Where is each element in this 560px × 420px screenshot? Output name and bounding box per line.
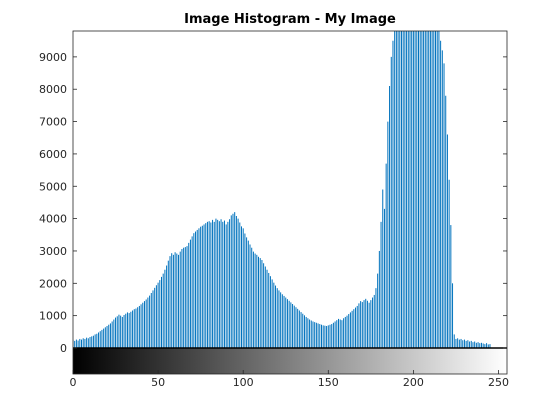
x-tick-label: 200 bbox=[403, 376, 424, 389]
y-tick-label: 4000 bbox=[39, 213, 67, 226]
x-tick-label: 100 bbox=[233, 376, 254, 389]
x-tick-label: 250 bbox=[488, 376, 509, 389]
y-tick-label: 9000 bbox=[39, 51, 67, 64]
histogram-bars bbox=[73, 31, 491, 348]
x-axis: 0 50 100 150 200 250 bbox=[70, 370, 509, 389]
axes-frame bbox=[72, 30, 508, 375]
y-tick-label: 7000 bbox=[39, 116, 67, 129]
y-tick-label: 8000 bbox=[39, 83, 67, 96]
x-tick-label: 0 bbox=[70, 376, 77, 389]
chart-title: Image Histogram - My Image bbox=[184, 12, 396, 27]
grayscale-colorbar bbox=[73, 348, 507, 374]
plot-area bbox=[73, 31, 507, 348]
y-axis: 0 1000 2000 3000 4000 5000 6000 7000 8000 9000 bbox=[39, 51, 507, 355]
y-tick-label: 3000 bbox=[39, 245, 67, 258]
x-tick-label: 50 bbox=[151, 376, 165, 389]
y-tick-label: 5000 bbox=[39, 180, 67, 193]
x-tick-label: 150 bbox=[318, 376, 339, 389]
y-tick-label: 0 bbox=[60, 342, 67, 355]
y-tick-label: 6000 bbox=[39, 148, 67, 161]
y-tick-label: 2000 bbox=[39, 277, 67, 290]
y-tick-label: 1000 bbox=[39, 310, 67, 323]
